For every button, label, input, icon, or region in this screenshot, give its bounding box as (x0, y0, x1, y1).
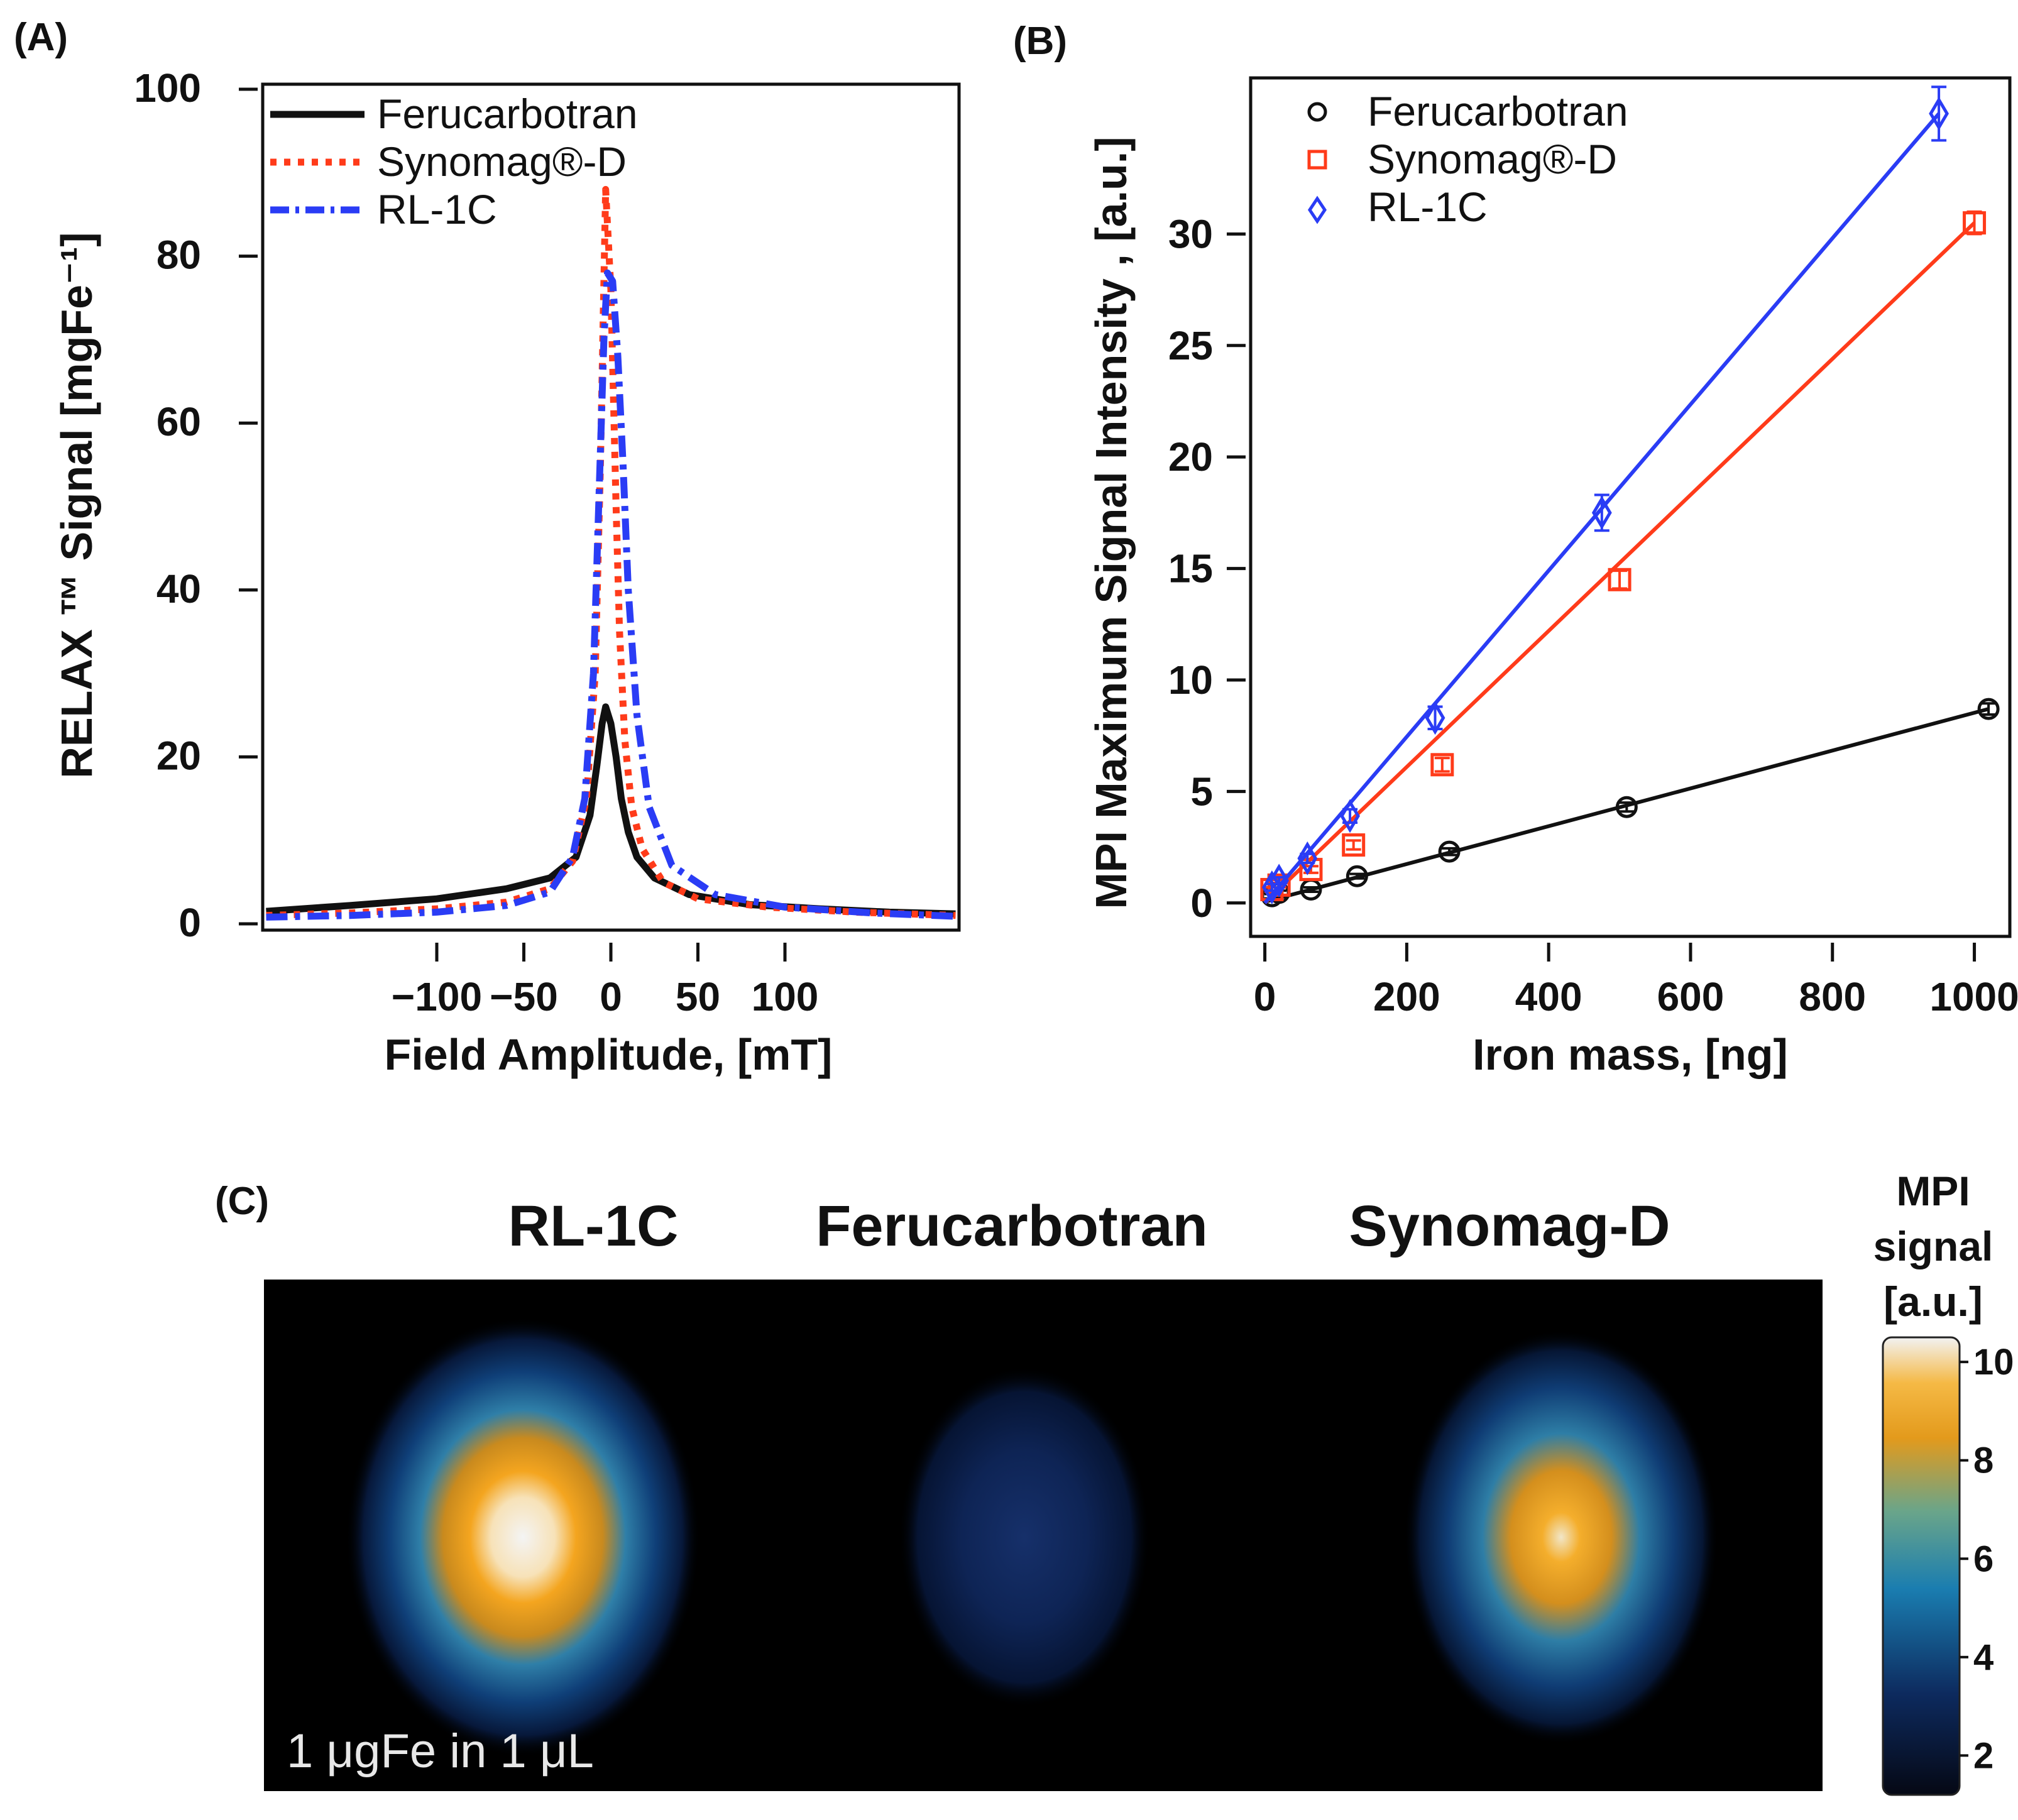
panel-label-a: (A) (14, 16, 68, 59)
mpi-blob-rl1c (346, 1317, 700, 1757)
panel-b-legend: Ferucarbotran Synomag®-D RL-1C (1307, 88, 1628, 230)
point-synomag-d (1963, 211, 1987, 235)
panel-b-xtick-label: 400 (1515, 974, 1582, 1019)
point-ferucarbotran (1346, 865, 1368, 887)
sample-label-rl1c: RL-1C (508, 1194, 679, 1258)
colorbar-tick-label: 2 (1973, 1735, 1993, 1776)
panel-b-ytick-label: 15 (1168, 546, 1213, 591)
fit-line-synomag-d (1263, 221, 1976, 904)
point-rl-1c (1591, 495, 1612, 530)
point-rl-1c (1297, 841, 1318, 875)
legend-b-ferucarbotran: Ferucarbotran (1368, 88, 1628, 134)
panel-b-xlabel: Iron mass, [ng] (1472, 1030, 1788, 1079)
sample-label-ferucarbotran: Ferucarbotran (816, 1194, 1208, 1258)
panel-a-xtick-label: 50 (676, 974, 720, 1019)
mpi-blob-ferucarbotran (899, 1366, 1150, 1708)
panel-b-xtick-label: 0 (1254, 974, 1276, 1019)
legend-b-marker-ferucarbotran (1307, 102, 1327, 122)
colorbar-title-line-1: MPI (1896, 1168, 1970, 1214)
panel-a-xtick-label: 100 (752, 974, 819, 1019)
panel-a-xtick-label: 0 (600, 974, 622, 1019)
panel-b-xtick-label: 200 (1373, 974, 1440, 1019)
panel-a-ytick-label: 0 (178, 900, 201, 945)
point-rl-1c (1929, 96, 1949, 131)
panel-a-xtick-label: −50 (490, 974, 558, 1019)
legend-a-ferucarbotran: Ferucarbotran (377, 90, 638, 137)
panel-b-series-group (1260, 85, 2000, 907)
panel-a-ytick-label: 20 (156, 733, 201, 778)
panel-b-xtick-label: 600 (1657, 974, 1725, 1019)
point-rl-1c (1425, 701, 1445, 735)
panel-a-ticks: −100 −50 0 50 100 0 20 40 60 80 100 (134, 65, 818, 1019)
legend-a-synomag: Synomag®-D (377, 138, 627, 185)
point-ferucarbotran (1977, 698, 2000, 720)
panel-a-legend: Ferucarbotran Synomag®-D RL-1C (270, 90, 638, 233)
panel-b-ytick-label: 10 (1168, 657, 1213, 703)
colorbar-tick-label: 8 (1973, 1440, 1993, 1481)
series-a-rl-1c (266, 269, 956, 921)
colorbar (1882, 1336, 1961, 1796)
panel-a-ytick-label: 60 (156, 399, 201, 444)
legend-a-rl1c: RL-1C (377, 186, 497, 233)
legend-b-synomag: Synomag®-D (1368, 136, 1617, 182)
panel-b-ytick-label: 20 (1168, 434, 1213, 480)
legend-b-rl1c: RL-1C (1368, 184, 1488, 230)
panel-b-ytick-label: 0 (1190, 880, 1213, 926)
panel-label-b: (B) (1013, 19, 1067, 63)
series-a-synomag-d (266, 185, 956, 919)
panel-c-mpi-image: RL-1C Ferucarbotran Synomag-D 1 μgFe in … (264, 1168, 2014, 1796)
mpi-blob-synomag (1404, 1330, 1718, 1745)
sample-label-synomag: Synomag-D (1349, 1194, 1670, 1258)
panel-b-chart: 0 200 400 600 800 1000 0 5 10 15 20 25 30 Ferucarbot… (1087, 76, 2018, 1079)
sample-amount-note: 1 μgFe in 1 μL (287, 1724, 594, 1778)
point-synomag-d (1342, 833, 1366, 857)
point-ferucarbotran (1438, 840, 1461, 863)
colorbar-title-line-3: [a.u.] (1884, 1278, 1983, 1325)
point-synomag-d (1430, 753, 1454, 777)
colorbar-tick-label: 6 (1973, 1538, 1993, 1579)
panel-a-ytick-label: 100 (134, 65, 201, 111)
point-synomag-d (1299, 858, 1323, 882)
point-rl-1c (1261, 870, 1282, 904)
panel-a-ytick-label: 40 (156, 566, 201, 611)
point-ferucarbotran (1615, 796, 1638, 818)
panel-b-xtick-label: 800 (1799, 974, 1866, 1019)
legend-b-marker-rl1c (1307, 195, 1327, 224)
panel-b-ytick-label: 30 (1168, 211, 1213, 256)
colorbar-title-line-2: signal (1873, 1223, 1993, 1269)
colorbar-tick-label: 4 (1973, 1637, 1993, 1678)
colorbar-tick-label: 10 (1973, 1342, 2014, 1383)
point-synomag-d (1608, 567, 1631, 591)
panel-b-ytick-label: 5 (1190, 769, 1213, 814)
panel-a-series-group (266, 185, 956, 921)
legend-b-marker-synomag (1307, 150, 1327, 170)
panel-a-frame (261, 82, 961, 932)
point-rl-1c (1269, 863, 1290, 898)
panel-a-chart: −100 −50 0 50 100 0 20 40 60 80 100 Ferucarbotran … (52, 65, 961, 1079)
panel-b-ylabel: MPI Maximum Signal Intensity , [a.u.] (1087, 136, 1136, 909)
series-a-ferucarbotran (266, 703, 956, 918)
panel-b-ticks: 0 200 400 600 800 1000 0 5 10 15 20 25 30 (1168, 211, 2018, 1019)
panel-label-c: (C) (215, 1180, 269, 1223)
panel-a-ytick-label: 80 (156, 233, 201, 278)
colorbar-ticks: 2 4 6 8 10 (1960, 1342, 2014, 1776)
panel-b-ytick-label: 25 (1168, 323, 1213, 368)
panel-a-xtick-label: −100 (392, 974, 482, 1019)
panel-a-ylabel: RELAX ™ Signal [mgFe⁻¹] (52, 232, 101, 778)
panel-a-xlabel: Field Amplitude, [mT] (385, 1030, 833, 1079)
point-rl-1c (1340, 799, 1360, 833)
panel-b-xtick-label: 1000 (1929, 974, 2018, 1019)
panel-b-frame (1249, 76, 2012, 938)
